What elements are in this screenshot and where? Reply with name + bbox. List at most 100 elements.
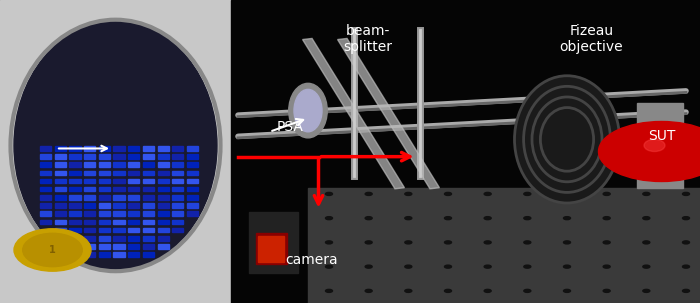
- Circle shape: [365, 289, 372, 292]
- Polygon shape: [337, 38, 440, 189]
- Ellipse shape: [644, 139, 665, 152]
- Bar: [99, 220, 110, 224]
- Circle shape: [484, 265, 491, 268]
- Bar: [128, 179, 139, 183]
- Bar: [128, 146, 139, 151]
- Circle shape: [484, 217, 491, 220]
- Circle shape: [405, 265, 412, 268]
- Circle shape: [603, 289, 610, 292]
- Bar: [128, 162, 139, 167]
- Ellipse shape: [524, 86, 610, 192]
- Bar: [143, 211, 154, 216]
- Bar: [55, 187, 66, 191]
- Bar: [113, 236, 125, 241]
- Bar: [187, 179, 198, 183]
- Bar: [143, 179, 154, 183]
- Bar: [158, 195, 169, 200]
- Circle shape: [365, 217, 372, 220]
- Bar: [40, 162, 51, 167]
- Bar: [172, 203, 183, 208]
- Bar: [128, 211, 139, 216]
- Bar: [69, 154, 80, 159]
- Bar: [158, 236, 169, 241]
- Circle shape: [326, 192, 332, 195]
- Bar: [128, 203, 139, 208]
- Circle shape: [524, 289, 531, 292]
- Bar: [128, 220, 139, 224]
- Bar: [69, 203, 80, 208]
- Text: SUT: SUT: [648, 129, 676, 143]
- Bar: [99, 228, 110, 232]
- Circle shape: [603, 217, 610, 220]
- Bar: [84, 162, 95, 167]
- Bar: [99, 146, 110, 151]
- Bar: [99, 203, 110, 208]
- Circle shape: [365, 192, 372, 195]
- Bar: [99, 162, 110, 167]
- Bar: [158, 162, 169, 167]
- Circle shape: [682, 265, 690, 268]
- Circle shape: [564, 265, 570, 268]
- Bar: [84, 252, 95, 257]
- Bar: [69, 220, 80, 224]
- Bar: [69, 179, 80, 183]
- Bar: [143, 171, 154, 175]
- Bar: [248, 212, 298, 273]
- Bar: [113, 244, 125, 249]
- Bar: [158, 154, 169, 159]
- Bar: [40, 195, 51, 200]
- Circle shape: [326, 265, 332, 268]
- Bar: [40, 146, 51, 151]
- Bar: [158, 220, 169, 224]
- Bar: [69, 228, 80, 232]
- Circle shape: [326, 289, 332, 292]
- Bar: [158, 146, 169, 151]
- Bar: [113, 171, 125, 175]
- Bar: [55, 228, 66, 232]
- Ellipse shape: [294, 89, 322, 132]
- Ellipse shape: [532, 97, 602, 182]
- Bar: [128, 171, 139, 175]
- Circle shape: [405, 217, 412, 220]
- Circle shape: [564, 217, 570, 220]
- Circle shape: [405, 289, 412, 292]
- Bar: [55, 236, 66, 241]
- Bar: [158, 171, 169, 175]
- Bar: [143, 220, 154, 224]
- Bar: [143, 252, 154, 257]
- Bar: [84, 179, 95, 183]
- Circle shape: [682, 241, 690, 244]
- Text: 1: 1: [49, 245, 56, 255]
- Circle shape: [326, 217, 332, 220]
- Bar: [55, 146, 66, 151]
- Bar: [128, 228, 139, 232]
- Bar: [143, 244, 154, 249]
- Circle shape: [524, 241, 531, 244]
- Bar: [40, 211, 51, 216]
- Bar: [113, 211, 125, 216]
- Bar: [40, 179, 51, 183]
- Circle shape: [444, 192, 452, 195]
- Bar: [128, 154, 139, 159]
- Text: beam-
splitter: beam- splitter: [343, 24, 392, 55]
- Bar: [55, 162, 66, 167]
- Bar: [143, 187, 154, 191]
- Bar: [99, 154, 110, 159]
- Bar: [187, 187, 198, 191]
- Circle shape: [405, 241, 412, 244]
- Bar: [187, 211, 198, 216]
- Bar: [69, 162, 80, 167]
- Bar: [128, 244, 139, 249]
- Bar: [99, 236, 110, 241]
- Ellipse shape: [288, 83, 328, 138]
- Circle shape: [405, 192, 412, 195]
- Circle shape: [365, 265, 372, 268]
- Bar: [172, 187, 183, 191]
- Bar: [113, 195, 125, 200]
- Bar: [143, 146, 154, 151]
- Bar: [113, 252, 125, 257]
- Bar: [158, 179, 169, 183]
- Bar: [69, 244, 80, 249]
- Circle shape: [682, 289, 690, 292]
- Bar: [69, 146, 80, 151]
